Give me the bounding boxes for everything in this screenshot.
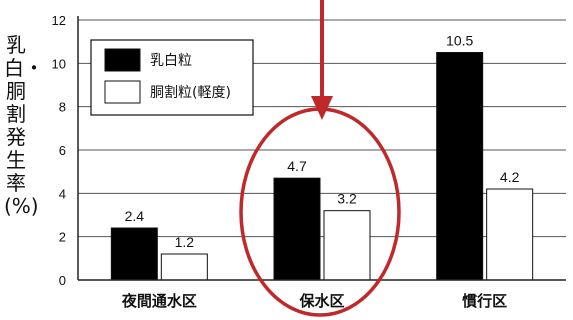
y-tick-label: 8 <box>59 100 66 115</box>
bars <box>110 52 534 281</box>
data-label: 1.2 <box>175 234 195 250</box>
legend-swatch <box>104 80 141 104</box>
data-label: 4.7 <box>287 158 307 174</box>
y-tick-label: 0 <box>59 273 66 288</box>
data-label: 10.5 <box>446 33 473 49</box>
y-tick-label: 10 <box>52 56 66 71</box>
data-labels: 2.4 1.2 4.7 3.2 10.5 4.2 <box>125 33 520 251</box>
bar <box>486 188 534 281</box>
legend-label: 胴割粒(軽度) <box>150 84 231 101</box>
data-label: 3.2 <box>337 191 357 207</box>
legend-label: 乳白粒 <box>150 53 192 69</box>
bar <box>273 177 321 281</box>
y-tick-label: 2 <box>59 230 66 245</box>
legend-swatch <box>104 48 141 72</box>
category-label: 夜間通水区 <box>121 292 197 310</box>
data-label: 4.2 <box>500 169 520 185</box>
category-label: 慣行区 <box>462 292 507 310</box>
data-label: 2.4 <box>125 208 145 224</box>
axes <box>77 16 566 281</box>
category-label: 保水区 <box>298 292 344 310</box>
highlight-ellipse <box>239 107 401 317</box>
y-tick-label: 12 <box>52 13 66 28</box>
bar <box>160 253 208 281</box>
bar <box>323 210 371 281</box>
y-tick-label: 6 <box>59 143 66 158</box>
highlight-annotation <box>239 0 401 317</box>
bar <box>436 52 484 281</box>
category-labels: 夜間通水区 保水区 慣行区 <box>121 292 507 310</box>
bar <box>110 227 158 281</box>
y-tick-labels: 0 2 4 6 8 10 12 <box>52 13 66 288</box>
y-tick-label: 4 <box>59 186 66 201</box>
